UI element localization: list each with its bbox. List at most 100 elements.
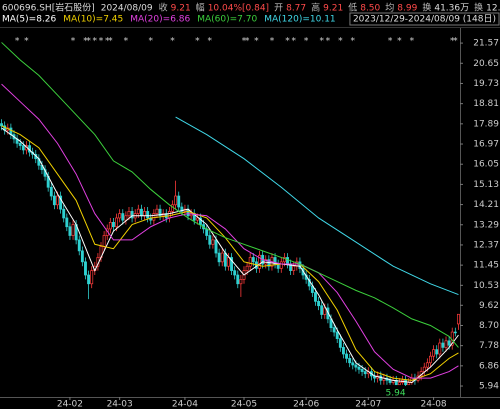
candle-body — [239, 279, 243, 285]
y-tick-label: 7.78 — [479, 341, 499, 351]
candle-body — [121, 213, 125, 221]
x-tick-label: 24-06 — [293, 400, 319, 409]
star-marker: * — [453, 37, 458, 47]
candle-body — [404, 379, 408, 386]
star-marker: * — [195, 37, 200, 47]
candle-body — [341, 347, 345, 355]
candle-body — [195, 217, 199, 221]
candle-body — [130, 211, 134, 219]
candle-body — [102, 235, 106, 247]
star-marker: * — [242, 37, 247, 47]
y-tick-label: 14.21 — [473, 200, 499, 210]
header-text: 10.04%[0.84] — [208, 4, 269, 14]
header-text: 幅 — [196, 2, 205, 14]
candle-body — [338, 338, 342, 348]
header-text: 低 — [348, 2, 357, 14]
header-text: 9.21 — [171, 4, 191, 14]
candle-body — [226, 257, 230, 267]
y-tick-label: 16.97 — [473, 140, 499, 150]
candle-body — [438, 342, 442, 355]
candle-body — [230, 257, 234, 271]
candle-body — [214, 239, 218, 254]
candle-body — [49, 186, 53, 197]
candle-body — [292, 265, 296, 271]
candle-body — [174, 195, 178, 206]
x-tick-label: 24-03 — [107, 400, 133, 409]
candle-body — [167, 211, 171, 219]
candle-body — [136, 208, 140, 214]
header-text: 均 — [385, 2, 394, 14]
candle-body — [335, 331, 339, 339]
ma-line — [1, 125, 459, 381]
star-marker: * — [148, 37, 153, 47]
star-marker: * — [254, 37, 259, 47]
candle-body — [118, 213, 122, 219]
header-text: 收 — [159, 2, 168, 14]
candle-body — [444, 340, 448, 348]
star-marker: * — [270, 37, 275, 47]
x-tick-label: 24-04 — [172, 400, 198, 409]
candle-body — [21, 145, 25, 151]
candle-body — [208, 235, 212, 245]
candle-body — [127, 211, 131, 217]
candle-body — [108, 222, 112, 230]
candle-body — [422, 366, 426, 372]
star-marker: * — [71, 37, 76, 47]
candle-body — [407, 382, 411, 386]
candle-body — [155, 208, 159, 214]
candle-body — [332, 327, 336, 333]
header-text: 41.36万 — [434, 4, 469, 14]
candle-body — [348, 358, 352, 364]
header-text: 8.77 — [286, 4, 306, 14]
candle-body — [180, 206, 184, 212]
header-text: 2024/08/09 — [101, 4, 153, 14]
y-tick-label: 13.29 — [473, 220, 499, 230]
candle-body — [124, 215, 128, 221]
candle-body — [345, 353, 349, 359]
candle-body — [320, 305, 324, 315]
candle-body — [357, 366, 361, 370]
candle-body — [56, 195, 59, 206]
y-tick-label: 6.86 — [479, 361, 499, 371]
y-tick-label: 15.13 — [473, 180, 499, 190]
star-marker: * — [388, 37, 393, 47]
candle-body — [273, 257, 277, 265]
candle-body — [360, 369, 364, 372]
candle-body — [80, 250, 84, 263]
star-marker: * — [338, 37, 343, 47]
candle-body — [441, 342, 445, 348]
y-tick-label: 5.94 — [479, 382, 499, 392]
candle-body — [90, 270, 94, 285]
candle-body — [397, 382, 401, 386]
star-marker: * — [410, 37, 415, 47]
candle-body — [453, 331, 457, 334]
candle-body — [0, 123, 4, 127]
candle-body — [217, 252, 221, 263]
candle-body — [62, 208, 66, 219]
annotation: 5.94 — [386, 389, 406, 399]
y-tick-label: 18.81 — [473, 99, 499, 109]
star-marker: * — [170, 37, 175, 47]
x-tick-label: 24-07 — [355, 400, 381, 409]
candle-body — [323, 307, 327, 315]
candle-body — [59, 195, 63, 210]
candle-body — [205, 228, 209, 236]
candle-body — [429, 355, 432, 364]
star-marker: * — [86, 37, 91, 47]
candle-body — [388, 379, 392, 383]
star-marker: * — [15, 37, 20, 47]
candle-body — [317, 300, 321, 307]
header-text: 9.21 — [323, 4, 343, 14]
candle-body — [68, 226, 72, 236]
ma-line — [175, 116, 459, 296]
legend-entry: MA(10)=7.45 — [63, 15, 123, 25]
candle-body — [379, 375, 383, 381]
candle-body — [282, 257, 286, 263]
candle-body — [236, 274, 240, 285]
star-marker: * — [304, 37, 309, 47]
header-text: 换 — [422, 2, 431, 14]
candle-body — [65, 217, 69, 228]
star-marker: * — [99, 37, 104, 47]
